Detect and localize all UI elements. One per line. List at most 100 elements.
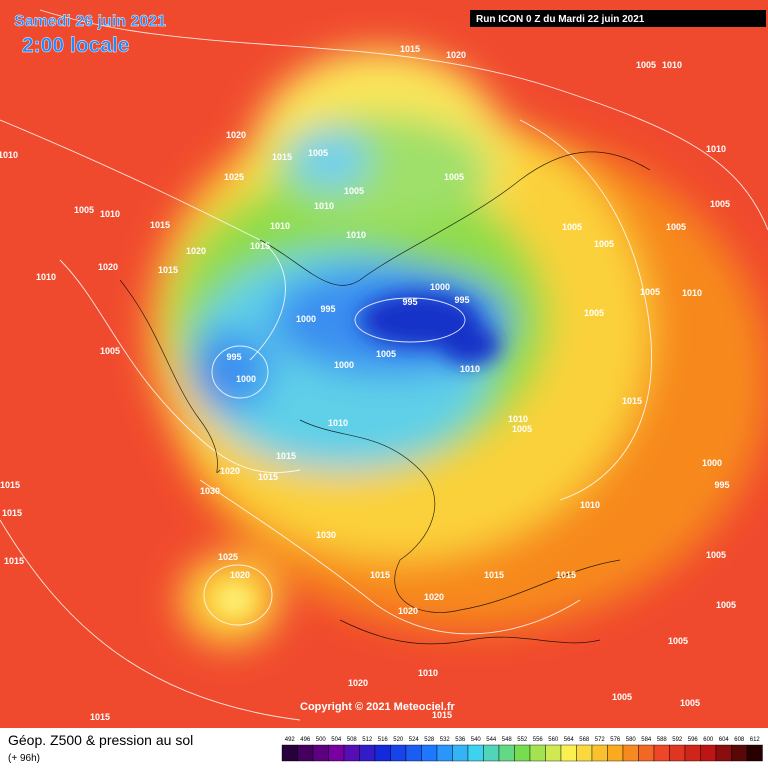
scale-label: 540: [471, 737, 482, 743]
pressure-label: 995: [402, 297, 417, 307]
scale-swatch: [746, 744, 763, 762]
pressure-label: 1005: [666, 222, 686, 232]
pressure-label: 1005: [640, 287, 660, 297]
pressure-label: 1015: [2, 508, 22, 518]
pressure-label: 1020: [98, 262, 118, 272]
scale-swatch: [684, 744, 701, 762]
scale-label: 500: [316, 737, 327, 743]
pressure-label: 1025: [218, 552, 238, 562]
valid-time: 2:00 locale: [22, 34, 129, 57]
pressure-label: 1015: [258, 472, 278, 482]
pressure-label: 1020: [348, 678, 368, 688]
pressure-label: 1010: [346, 230, 366, 240]
isobars: [0, 9, 768, 721]
scale-swatch: [591, 744, 608, 762]
pressure-label: 1020: [186, 246, 206, 256]
pressure-label: 1010: [460, 364, 480, 374]
scale-swatch: [328, 744, 345, 762]
pressure-label: 1005: [74, 205, 94, 215]
scale-swatch: [622, 744, 639, 762]
pressure-label: 1010: [418, 668, 438, 678]
pressure-label: 1015: [432, 710, 452, 720]
pressure-label: 1015: [400, 44, 420, 54]
pressure-label: 1015: [90, 712, 110, 722]
scale-swatch: [421, 744, 438, 762]
scale-label: 584: [641, 737, 652, 743]
pressure-label: 1000: [702, 458, 722, 468]
scale-label: 576: [610, 737, 621, 743]
pressure-label: 1015: [158, 265, 178, 275]
pressure-label: 1005: [612, 692, 632, 702]
scale-label: 504: [331, 737, 342, 743]
scale-label: 568: [579, 737, 590, 743]
pressure-label: 1005: [710, 199, 730, 209]
pressure-label: 1005: [680, 698, 700, 708]
pressure-label: 995: [320, 304, 335, 314]
pressure-label: 1005: [376, 349, 396, 359]
pressure-label: 1005: [562, 222, 582, 232]
pressure-label: 1010: [328, 418, 348, 428]
scale-swatch: [607, 744, 624, 762]
pressure-label: 1015: [0, 480, 20, 490]
scale-swatch: [669, 744, 686, 762]
pressure-label: 1005: [706, 550, 726, 560]
valid-date: Samedi 26 juin 2021: [14, 13, 166, 30]
pressure-label: 1000: [236, 374, 256, 384]
pressure-label: 1015: [622, 396, 642, 406]
scale-label: 492: [285, 737, 296, 743]
run-info: Run ICON 0 Z du Mardi 22 juin 2021: [476, 14, 645, 25]
scale-swatch: [436, 744, 453, 762]
scale-swatch: [390, 744, 407, 762]
pressure-label: 1010: [270, 221, 290, 231]
scale-swatch: [700, 744, 717, 762]
scale-swatch: [483, 744, 500, 762]
pressure-label: 1015: [150, 220, 170, 230]
scale-swatch: [715, 744, 732, 762]
scale-label: 588: [657, 737, 668, 743]
pressure-label: 1030: [200, 486, 220, 496]
lows: [217, 292, 500, 615]
scale-swatch: [638, 744, 655, 762]
lead-time: (+ 96h): [8, 753, 40, 764]
pressure-label: 1020: [398, 606, 418, 616]
pressure-label: 1005: [668, 636, 688, 646]
scale-label: 608: [734, 737, 745, 743]
scale-swatch: [731, 744, 748, 762]
scale-label: 512: [362, 737, 373, 743]
scale-swatch: [653, 744, 670, 762]
pressure-label: 1005: [308, 148, 328, 158]
pressure-label: 1020: [446, 50, 466, 60]
scale-swatch: [498, 744, 515, 762]
scale-label: 612: [750, 737, 761, 743]
pressure-label: 1005: [512, 424, 532, 434]
scale-label: 516: [378, 737, 389, 743]
pressure-label: 1015: [4, 556, 24, 566]
scale-label: 600: [703, 737, 714, 743]
pressure-label: 1015: [484, 570, 504, 580]
scale-swatch: [545, 744, 562, 762]
pressure-label: 1005: [584, 308, 604, 318]
scale-swatch: [560, 744, 577, 762]
scale-label: 508: [347, 737, 358, 743]
copyright: Copyright © 2021 Meteociel.fr: [300, 701, 456, 713]
pressure-label: 1010: [508, 414, 528, 424]
pressure-label: 1025: [224, 172, 244, 182]
pressure-label: 1005: [716, 600, 736, 610]
scale-label: 552: [517, 737, 528, 743]
scale-label: 496: [300, 737, 311, 743]
scale-label: 548: [502, 737, 513, 743]
pressure-label: 1015: [276, 451, 296, 461]
scale-swatch: [359, 744, 376, 762]
pressure-label: 1015: [250, 241, 270, 251]
pressure-label: 1010: [682, 288, 702, 298]
pressure-label: 1010: [0, 150, 18, 160]
pressure-label: 1000: [430, 282, 450, 292]
scale-swatch: [467, 744, 484, 762]
scale-label: 596: [688, 737, 699, 743]
scale-label: 532: [440, 737, 451, 743]
pressure-label: 1010: [662, 60, 682, 70]
scale-swatch: [452, 744, 469, 762]
